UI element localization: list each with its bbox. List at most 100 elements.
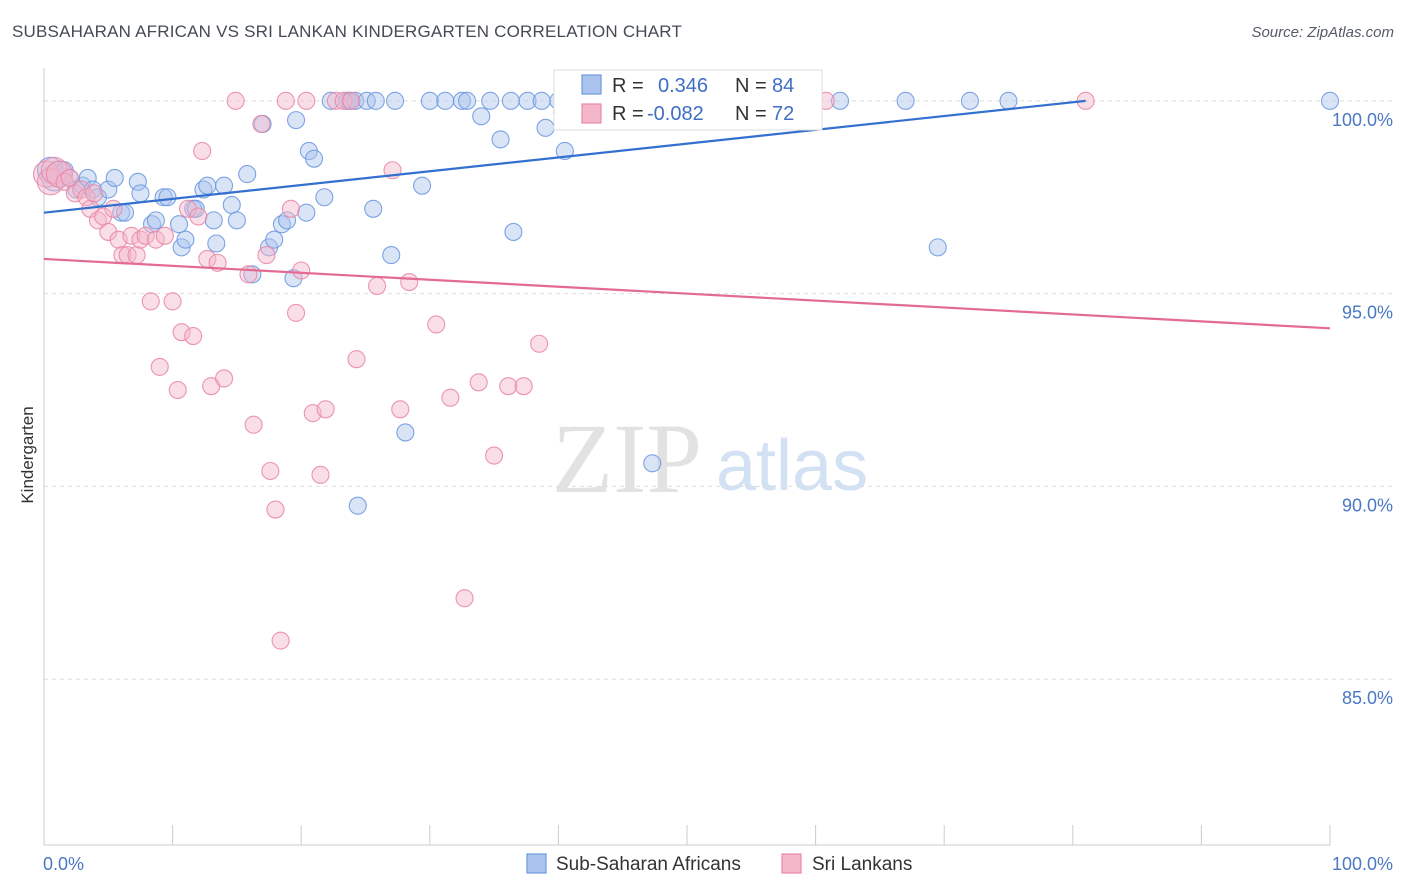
point-srilankan xyxy=(287,303,306,322)
point-srilankan xyxy=(252,114,271,134)
legend-r-label-1: R = xyxy=(612,75,644,97)
point-subsaharan xyxy=(158,188,177,207)
bottom-legend-label-blue: Sub-Saharan Africans xyxy=(556,854,741,875)
point-srilankan xyxy=(163,292,182,311)
point-srilankan xyxy=(469,373,488,392)
point-subsaharan xyxy=(1320,91,1340,110)
point-subsaharan xyxy=(105,168,124,188)
legend-r-value-2: -0.082 xyxy=(647,103,704,125)
point-subsaharan xyxy=(960,91,979,110)
point-subsaharan xyxy=(896,91,915,110)
point-subsaharan xyxy=(364,199,383,218)
point-srilankan xyxy=(178,199,198,218)
point-subsaharan xyxy=(643,454,662,473)
point-subsaharan xyxy=(532,91,551,110)
point-srilankan xyxy=(292,261,311,280)
point-srilankan xyxy=(347,350,366,369)
point-subsaharan xyxy=(518,91,537,110)
point-subsaharan xyxy=(154,188,173,207)
point-srilankan xyxy=(257,246,276,265)
point-subsaharan xyxy=(536,118,555,137)
point-subsaharan xyxy=(146,211,165,230)
trend-line-srilankan xyxy=(43,257,1331,330)
point-srilankan xyxy=(36,168,64,196)
point-subsaharan xyxy=(238,165,257,184)
axes xyxy=(43,68,1331,846)
point-subsaharan xyxy=(504,222,523,241)
point-srilankan xyxy=(226,91,245,110)
point-subsaharan xyxy=(382,246,401,265)
watermark-atlas: atlas xyxy=(716,426,868,506)
point-subsaharan xyxy=(999,91,1018,110)
point-srilankan xyxy=(400,273,419,292)
point-subsaharan xyxy=(315,188,334,207)
point-subsaharan xyxy=(305,149,324,168)
point-srilankan xyxy=(276,91,295,110)
point-srilankan xyxy=(455,589,474,608)
point-srilankan xyxy=(168,380,187,400)
chart-source: Source: ZipAtlas.com xyxy=(1251,24,1394,41)
point-subsaharan xyxy=(176,230,195,249)
point-subsaharan xyxy=(481,91,500,110)
point-srilankan xyxy=(155,226,174,245)
point-subsaharan xyxy=(198,176,217,195)
point-subsaharan xyxy=(204,211,223,230)
point-subsaharan xyxy=(501,91,520,110)
point-srilankan xyxy=(316,400,335,419)
point-subsaharan xyxy=(278,211,297,230)
point-srilankan xyxy=(485,446,504,465)
y-tick-label: 90.0% xyxy=(1342,495,1393,515)
point-srilankan xyxy=(214,369,234,388)
bottom-legend-swatch-pink xyxy=(781,853,802,874)
point-srilankan xyxy=(368,276,387,295)
point-srilankan xyxy=(281,199,300,218)
point-srilankan xyxy=(45,160,73,188)
chart-title: SUBSAHARAN AFRICAN VS SRI LANKAN KINDERG… xyxy=(12,22,683,41)
point-srilankan xyxy=(514,377,533,396)
point-subsaharan xyxy=(227,211,246,230)
point-subsaharan xyxy=(366,91,385,110)
point-srilankan xyxy=(326,91,345,110)
point-subsaharan xyxy=(413,176,432,195)
point-srilankan xyxy=(127,246,146,265)
point-subsaharan xyxy=(99,180,118,199)
x-tick-label-min: 0.0% xyxy=(43,854,84,874)
point-srilankan xyxy=(427,315,446,334)
point-subsaharan xyxy=(420,91,439,110)
point-subsaharan xyxy=(169,215,189,234)
y-tick-label: 95.0% xyxy=(1342,303,1393,323)
grid: 85.0% 90.0% 95.0% 100.0% xyxy=(44,100,1393,708)
point-subsaharan xyxy=(386,91,405,110)
point-subsaharan xyxy=(452,91,472,110)
point-subsaharan xyxy=(436,91,455,110)
bottom-legend: Sub-Saharan Africans Sri Lankans xyxy=(526,853,912,875)
bottom-legend-label-pink: Sri Lankans xyxy=(812,854,912,875)
legend-r-label-2: R = xyxy=(612,103,644,125)
point-srilankan xyxy=(184,326,203,346)
point-srilankan xyxy=(104,199,123,218)
trend-lines xyxy=(43,99,1331,330)
point-subsaharan xyxy=(128,172,147,191)
point-srilankan xyxy=(271,631,290,650)
points-layer xyxy=(33,91,1340,650)
point-srilankan xyxy=(261,461,280,481)
point-srilankan xyxy=(244,415,263,434)
point-subsaharan xyxy=(458,91,477,110)
trend-line-subsaharan xyxy=(43,99,1086,214)
point-srilankan xyxy=(334,91,353,110)
point-srilankan xyxy=(141,292,160,311)
point-subsaharan xyxy=(396,423,415,442)
y-axis-label: Kindergarten xyxy=(18,406,37,503)
point-subsaharan xyxy=(928,238,947,257)
watermark-zip: ZIP xyxy=(552,403,702,514)
legend-box: R = 0.346 N = 84 R = -0.082 N = 72 xyxy=(553,69,823,131)
point-srilankan xyxy=(136,226,155,245)
point-subsaharan xyxy=(297,203,316,222)
point-srilankan xyxy=(172,323,191,342)
point-srilankan xyxy=(530,334,549,353)
point-srilankan xyxy=(150,357,169,376)
point-subsaharan xyxy=(222,195,241,215)
point-subsaharan xyxy=(348,496,367,515)
point-subsaharan xyxy=(830,91,850,110)
point-subsaharan xyxy=(287,111,306,130)
